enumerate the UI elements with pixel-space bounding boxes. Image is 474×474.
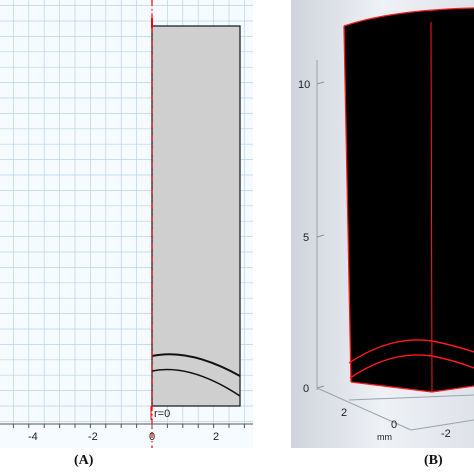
wedge-left-edge (343, 25, 352, 383)
interface-curve-upper (151, 353, 241, 377)
z-tick-label: 5 (303, 232, 309, 244)
interface-arc-upper (348, 339, 474, 364)
floor-axis (410, 419, 474, 431)
unit-label-mm: mm (377, 432, 392, 442)
x-tick-label: -4 (28, 431, 38, 443)
floor-axis (348, 394, 474, 401)
panel-b-3d-view: 10 5 0 2 0 -2 mm (291, 0, 474, 448)
x-tick-label: 2 (213, 431, 219, 443)
floor-tick-label: 2 (341, 407, 347, 419)
interface-arc-lower (349, 354, 474, 379)
interface-curve-lower (151, 368, 241, 397)
x-tick-label: 0 (149, 431, 155, 443)
z-tick (316, 81, 325, 85)
x-axis-ticks (12, 424, 245, 428)
panel-a-canvas: r=0 -4 -2 0 2 (0, 0, 253, 448)
floor-tick-label: 0 (391, 419, 397, 431)
wedge-seam-edge (430, 21, 433, 393)
domain-rectangle (151, 25, 241, 407)
x-tick-label: -2 (88, 431, 98, 443)
z-tick (316, 234, 325, 238)
wedge-body (344, 8, 474, 392)
caption-panel-b: (B) (424, 453, 443, 468)
wedge-top-edge (343, 7, 474, 27)
panel-b-canvas: 10 5 0 2 0 -2 mm (291, 0, 474, 448)
caption-panel-a: (A) (74, 453, 94, 468)
z-tick-label: 0 (303, 383, 309, 395)
floor-tick-label: -2 (441, 428, 451, 440)
z-tick-label: 10 (298, 79, 310, 91)
axis-label-r0: r=0 (154, 408, 170, 420)
panel-a-2d-geometry: r=0 -4 -2 0 2 (0, 0, 253, 448)
z-tick (316, 385, 325, 389)
wedge-bottom-edge (350, 381, 474, 393)
floor-axis (316, 387, 412, 431)
